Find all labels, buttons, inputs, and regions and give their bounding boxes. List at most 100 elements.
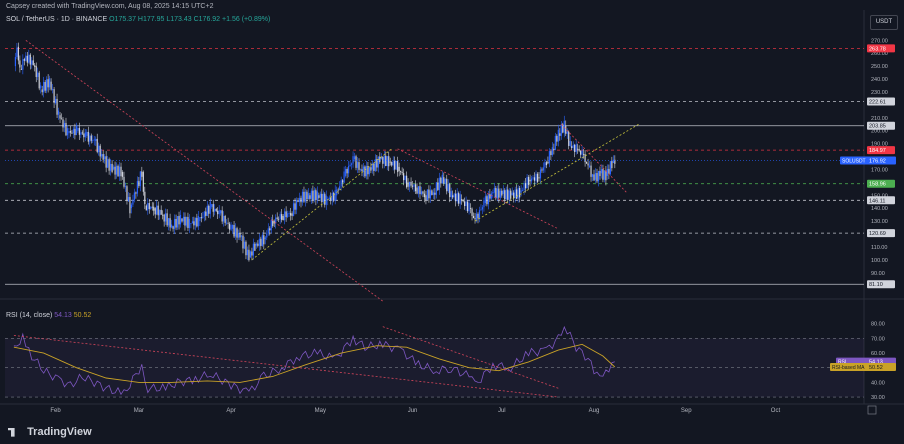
candle-body — [544, 162, 546, 168]
candle-body — [111, 163, 113, 173]
candle-body — [423, 193, 426, 198]
symbol-label[interactable]: SOL / TetherUS · 1D · BINANCE — [6, 16, 108, 23]
candle-body — [446, 178, 448, 192]
candle-body — [516, 189, 518, 199]
candle-body — [226, 222, 228, 224]
candle-body — [270, 219, 272, 231]
candle-body — [135, 192, 137, 194]
candle-body — [545, 162, 548, 166]
rsi-ma-value-tag — [830, 362, 896, 371]
candle-body — [50, 81, 52, 90]
candle-body — [575, 144, 577, 152]
candle-body — [416, 187, 418, 194]
candle-body — [31, 60, 33, 65]
candle-body — [527, 177, 530, 185]
price-tick-label: 240.00 — [871, 77, 888, 83]
rsi-label[interactable]: RSI (14, close) — [6, 312, 53, 319]
candle-body — [472, 215, 475, 219]
candle-body — [395, 160, 397, 170]
candle-body — [20, 68, 22, 70]
candle-body — [72, 128, 75, 134]
candle-body — [443, 177, 445, 184]
candle-body — [394, 160, 396, 170]
level-price-tag — [867, 196, 895, 205]
candle-body — [511, 192, 513, 196]
candle-body — [392, 160, 394, 166]
candle-body — [440, 177, 442, 184]
candle-body — [379, 156, 381, 163]
candle-body — [611, 161, 613, 169]
candle-body — [438, 177, 440, 191]
candle-body — [53, 89, 55, 104]
candle-body — [107, 159, 109, 168]
candle-body — [289, 213, 292, 216]
candle-body — [212, 204, 214, 212]
level-price-label: 146.11 — [869, 198, 885, 204]
candle-body — [297, 200, 299, 202]
candle-body — [175, 218, 177, 228]
candle-body — [337, 189, 339, 191]
candle-body — [248, 249, 250, 261]
candle-body — [383, 155, 385, 164]
candle-body — [98, 145, 100, 153]
candle-body — [474, 218, 476, 220]
candle-body — [264, 237, 266, 240]
candle-body — [217, 210, 219, 215]
candle-body — [142, 172, 144, 192]
candle-body — [25, 55, 27, 61]
candle-body — [236, 228, 238, 238]
candle-body — [584, 154, 586, 163]
candle-body — [62, 119, 64, 128]
candle-body — [435, 182, 437, 195]
candle-body — [202, 216, 204, 219]
rsi-ma-tag-label: RSI-based MA — [832, 365, 865, 371]
candle-body — [54, 98, 57, 104]
candle-body — [407, 182, 409, 187]
level-price-tag — [867, 97, 895, 106]
candle-body — [172, 226, 174, 229]
candle-body — [374, 159, 376, 171]
candle-body — [252, 243, 254, 256]
candle-body — [340, 180, 342, 187]
candle-body — [487, 194, 490, 205]
candle-body — [419, 186, 421, 195]
candle-body — [432, 192, 434, 195]
candle-body — [196, 217, 198, 227]
candle-body — [400, 171, 402, 172]
candle-body — [559, 133, 561, 136]
candle-body — [508, 190, 510, 200]
candle-body — [475, 213, 478, 222]
candle-body — [377, 156, 379, 168]
symbol-legend: SOL / TetherUS · 1D · BINANCE O175.37 H1… — [6, 16, 270, 23]
candle-body — [301, 191, 304, 203]
candle-body — [563, 120, 565, 133]
candle-body — [426, 189, 429, 201]
candle-body — [596, 173, 598, 182]
candle-body — [249, 251, 252, 258]
candle-body — [347, 165, 350, 174]
candle-body — [139, 171, 141, 187]
candle-body — [359, 169, 362, 171]
price-tick-label: 130.00 — [871, 219, 888, 225]
candle-body — [74, 128, 76, 136]
candle-body — [447, 184, 449, 192]
candle-body — [120, 166, 122, 177]
candle-body — [221, 210, 223, 222]
candle-body — [234, 228, 237, 237]
candle-body — [316, 191, 318, 200]
candle-body — [591, 174, 594, 177]
candle-body — [275, 217, 277, 224]
price-tick-label: 150.00 — [871, 193, 888, 199]
candle-body — [318, 195, 320, 198]
currency-button[interactable]: USDT — [870, 15, 898, 30]
candle-body — [170, 224, 173, 228]
candle-body — [110, 163, 112, 171]
candle-body — [557, 129, 559, 142]
candle-body — [206, 205, 208, 216]
candle-body — [565, 125, 567, 134]
candle-body — [41, 89, 43, 93]
candle-body — [541, 169, 543, 171]
brand-label: TradingView — [27, 426, 92, 438]
